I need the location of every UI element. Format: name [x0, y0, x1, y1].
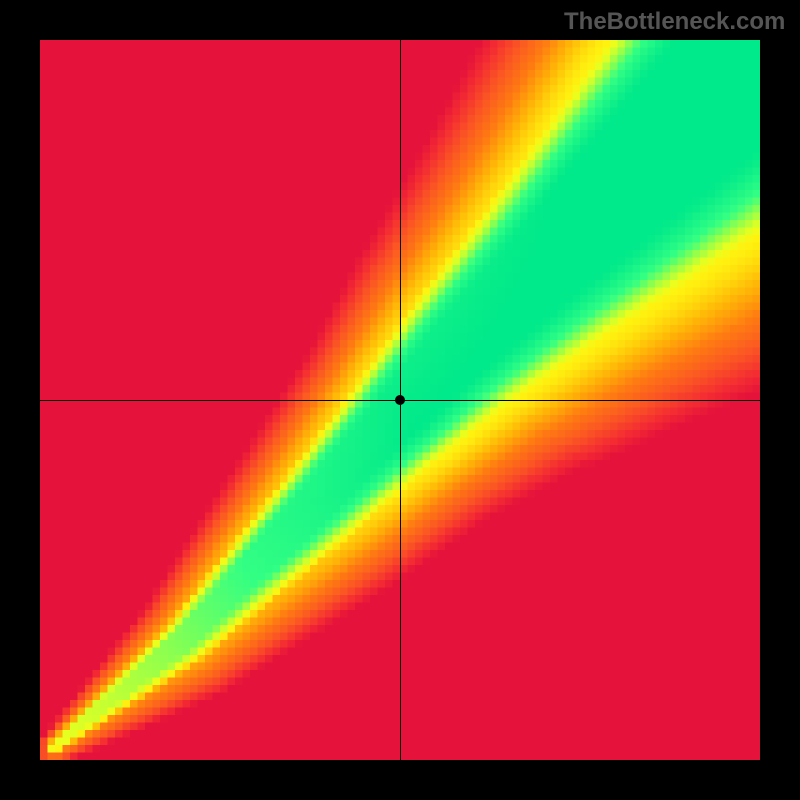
chart-frame: TheBottleneck.com [0, 0, 800, 800]
crosshair-marker [395, 395, 405, 405]
watermark-text: TheBottleneck.com [564, 8, 785, 36]
